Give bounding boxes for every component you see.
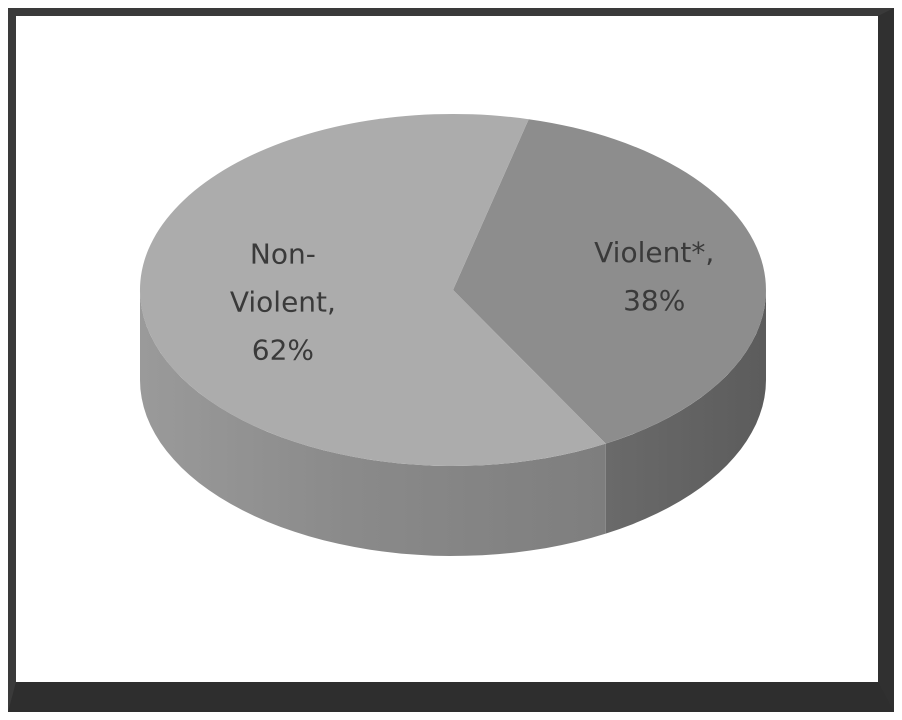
- slice-label-1-line-1: Violent,: [230, 286, 336, 319]
- slice-label-1: Non- Violent, 62%: [230, 238, 336, 367]
- slice-label-0-line-0: Violent*,: [594, 236, 714, 269]
- pie-slice-0: [453, 119, 766, 444]
- slice-label-1-line-2: 62%: [252, 334, 314, 367]
- slice-label-0: Violent*, 38%: [594, 236, 714, 317]
- slice-label-0-line-1: 38%: [623, 284, 685, 317]
- slice-label-1-line-0: Non-: [250, 238, 316, 271]
- pie-side-0: [605, 290, 766, 534]
- pie-side-1: [140, 290, 606, 556]
- pie-slice-1: [139, 113, 606, 466]
